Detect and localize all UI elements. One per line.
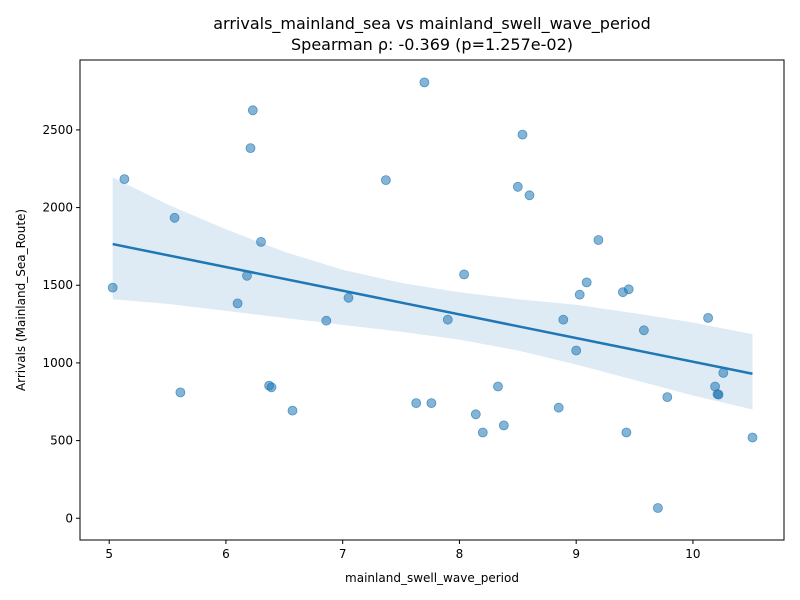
confidence-band-layer [112,177,753,410]
data-point [571,345,582,356]
x-tick-label: 6 [222,547,230,561]
y-ticks: 0 500 1000 1500 2000 2500 [42,123,80,525]
data-point [713,389,724,400]
data-point [623,284,634,295]
data-point [321,315,332,326]
data-point [621,427,632,438]
data-point [380,175,391,186]
y-tick-label: 2000 [42,201,73,215]
data-point [581,277,592,288]
y-tick-label: 1000 [42,356,73,370]
plot-frame [79,59,785,541]
y-tick-label: 500 [50,434,73,448]
chart-title: arrivals_mainland_sea vs mainland_swell_… [213,14,651,34]
data-point [119,174,130,185]
x-tick-label: 7 [339,547,347,561]
x-tick-label: 5 [105,547,113,561]
data-point [493,381,503,392]
data-point [593,235,604,245]
confidence-band [112,177,753,410]
data-point [662,392,673,403]
data-point [247,105,258,116]
data-point [232,298,243,309]
data-point [107,282,118,293]
data-point [256,236,266,247]
data-point [639,325,649,336]
data-point [517,129,528,140]
data-point [442,314,453,325]
data-point [653,503,663,513]
data-point [512,181,523,192]
data-point [175,387,186,398]
data-point [419,77,430,88]
y-tick-label: 2500 [42,123,73,137]
fit-line-layer [112,242,753,376]
data-point [553,402,564,413]
data-point [558,314,569,325]
y-tick-label: 1500 [42,278,73,292]
data-point [287,405,298,416]
data-point [245,143,256,154]
data-point [574,289,585,300]
x-tick-label: 8 [456,547,464,561]
y-tick-label: 0 [65,511,73,525]
y-axis-label: Arrivals (Mainland_Sea_Route) [14,209,28,391]
data-point [459,269,470,280]
data-point [343,292,354,303]
x-ticks: 5 6 7 8 9 10 [105,540,701,561]
data-point [498,420,509,431]
data-point [703,312,713,323]
data-point [470,409,481,420]
x-tick-label: 10 [685,547,700,561]
regression-line [112,242,753,376]
data-point [266,382,277,393]
x-axis-label: mainland_swell_wave_period [345,571,519,585]
data-point [747,432,758,443]
x-tick-label: 9 [572,547,580,561]
data-point [477,427,488,438]
data-point [524,190,535,201]
data-point [426,398,437,409]
points-layer [107,77,758,513]
chart-subtitle: Spearman ρ: -0.369 (p=1.257e-02) [291,35,573,54]
data-point [411,398,422,409]
data-point [169,212,180,223]
